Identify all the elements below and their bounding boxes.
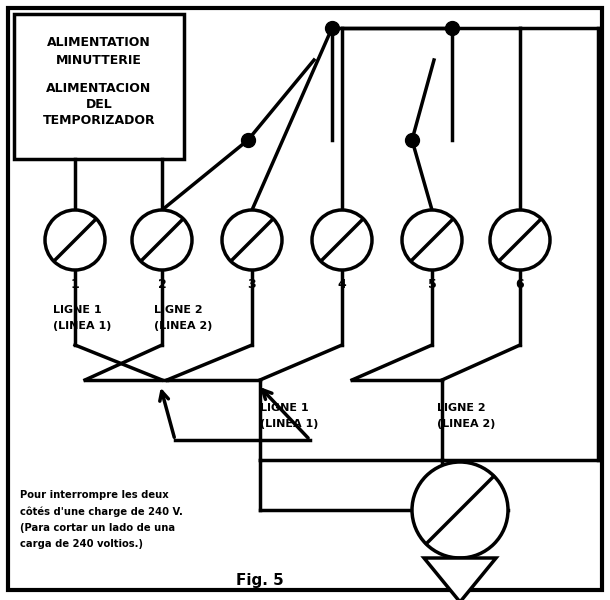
Text: CHARGE: CHARGE [431,496,489,509]
Circle shape [45,210,105,270]
Text: 3: 3 [248,277,256,290]
Text: LIGNE 2: LIGNE 2 [154,305,203,315]
Text: côtés d'une charge de 240 V.: côtés d'une charge de 240 V. [20,507,183,517]
Bar [14,14,184,159]
Text: DEL: DEL [85,97,112,110]
Text: 5: 5 [428,277,436,290]
Text: MINUTTERIE: MINUTTERIE [56,53,142,67]
Text: LIGNE 1: LIGNE 1 [260,403,309,413]
Text: carga de 240 voltios.): carga de 240 voltios.) [20,539,143,549]
Text: (LINEA 1): (LINEA 1) [53,321,112,331]
Circle shape [222,210,282,270]
Text: (Para cortar un lado de una: (Para cortar un lado de una [20,523,175,533]
Text: Fig. 5: Fig. 5 [236,572,284,587]
Text: 6: 6 [515,277,525,290]
Text: ALIMENTACION: ALIMENTACION [46,82,152,94]
Text: (LINEA 2): (LINEA 2) [154,321,212,331]
Text: ALIMENTATION: ALIMENTATION [47,35,151,49]
Circle shape [402,210,462,270]
Text: Pour interrompre les deux: Pour interrompre les deux [20,490,169,500]
Polygon shape [424,558,496,600]
Circle shape [132,210,192,270]
Circle shape [412,462,508,558]
Text: (LINEA 2): (LINEA 2) [437,419,495,429]
Text: CARGA: CARGA [436,511,484,524]
Text: (LINEA 1): (LINEA 1) [260,419,318,429]
Text: 1: 1 [71,277,79,290]
Text: LIGNE 1: LIGNE 1 [53,305,102,315]
Text: 4: 4 [337,277,346,290]
Circle shape [312,210,372,270]
Text: LIGNE 2: LIGNE 2 [437,403,486,413]
Text: TEMPORIZADOR: TEMPORIZADOR [43,113,156,127]
Circle shape [490,210,550,270]
Text: 2: 2 [157,277,167,290]
